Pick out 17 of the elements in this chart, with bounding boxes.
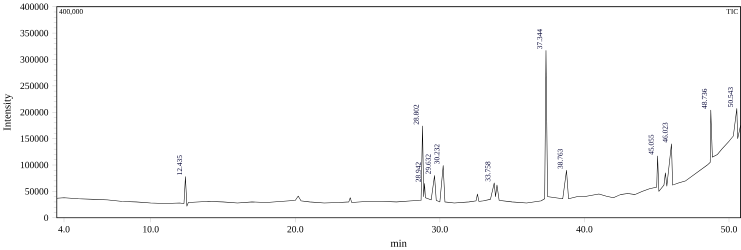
- x-tick-label: 50.0: [721, 226, 737, 232]
- y-tick-label: 100000: [20, 162, 48, 168]
- y-tick-label: 350000: [20, 30, 48, 36]
- y-axis-title: Intensity: [4, 94, 13, 130]
- x-tick-label: 30.0: [432, 226, 448, 232]
- y-tick-label: 150000: [20, 135, 48, 142]
- x-tick-label: 4.0: [58, 226, 70, 232]
- y-tick-label: 400000: [20, 3, 48, 10]
- x-tick-label: 40.0: [576, 226, 592, 232]
- x-axis-title: min: [390, 240, 407, 247]
- y-tick-label: 50000: [25, 188, 48, 195]
- y-tick-label: 300000: [20, 56, 48, 63]
- y-tick-label: 0: [44, 214, 48, 221]
- x-tick-label: 20.0: [287, 226, 304, 232]
- x-tick-label: 10.0: [143, 226, 159, 232]
- y-tick-label: 200000: [20, 108, 48, 116]
- y-tick-label: 250000: [20, 82, 48, 89]
